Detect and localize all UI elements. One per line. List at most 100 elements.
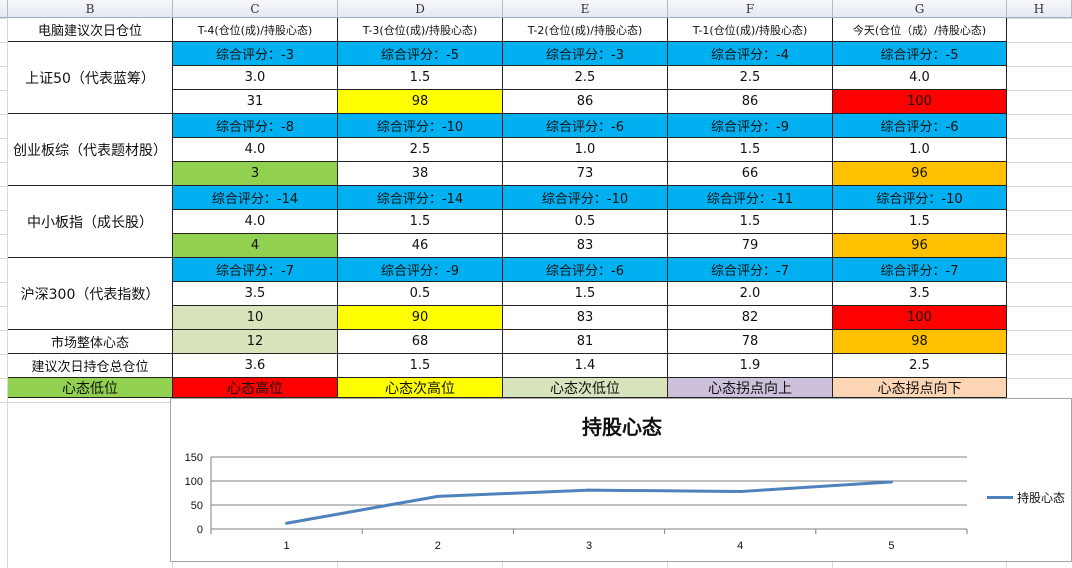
score-cell[interactable]: 综合评分：-7 [833, 258, 1007, 282]
mood-legend-cell[interactable]: 心态拐点向上 [668, 378, 833, 398]
total-position-cell[interactable]: 1.5 [338, 354, 503, 378]
mood-legend-cell[interactable]: 心态次低位 [503, 378, 668, 398]
market-label-cell[interactable]: 市场整体心态 [8, 330, 173, 354]
market-mood-cell[interactable]: 98 [833, 330, 1007, 354]
index-name-cell[interactable]: 上证50（代表蓝筹） [8, 42, 173, 114]
y-tick-label: 0 [197, 524, 203, 536]
mood-cell[interactable]: 3 [173, 162, 338, 186]
score-cell[interactable]: 综合评分：-10 [338, 114, 503, 138]
market-mood-cell[interactable]: 12 [173, 330, 338, 354]
score-cell[interactable]: 综合评分：-11 [668, 186, 833, 210]
y-tick-label: 100 [185, 476, 203, 488]
index-name-cell[interactable]: 沪深300（代表指数） [8, 258, 173, 330]
mood-cell[interactable]: 10 [173, 306, 338, 330]
column-header-g[interactable]: G [833, 0, 1007, 18]
header-day-cell[interactable]: T-3(仓位(成)/持股心态) [338, 18, 503, 42]
mood-cell[interactable]: 79 [668, 234, 833, 258]
position-cell[interactable]: 4.0 [833, 66, 1007, 90]
mood-cell[interactable]: 96 [833, 162, 1007, 186]
mood-cell[interactable]: 90 [338, 306, 503, 330]
score-cell[interactable]: 综合评分：-6 [833, 114, 1007, 138]
mood-chart[interactable]: 持股心态 0 50 100 150 1 2 3 4 5 持股心态 [170, 398, 1072, 562]
position-cell[interactable]: 0.5 [338, 282, 503, 306]
mood-cell[interactable]: 86 [668, 90, 833, 114]
header-label-cell[interactable]: 电脑建议次日仓位 [8, 18, 173, 42]
mood-cell[interactable]: 73 [503, 162, 668, 186]
position-cell[interactable]: 2.5 [338, 138, 503, 162]
position-cell[interactable]: 1.5 [503, 282, 668, 306]
mood-cell[interactable]: 66 [668, 162, 833, 186]
mood-legend-cell[interactable]: 心态高位 [173, 378, 338, 398]
x-tick-label: 4 [737, 540, 743, 552]
score-cell[interactable]: 综合评分：-5 [833, 42, 1007, 66]
position-cell[interactable]: 2.0 [668, 282, 833, 306]
mood-cell[interactable]: 38 [338, 162, 503, 186]
mood-cell[interactable]: 4 [173, 234, 338, 258]
mood-cell[interactable]: 82 [668, 306, 833, 330]
column-header-e[interactable]: E [503, 0, 668, 18]
position-cell[interactable]: 2.5 [668, 66, 833, 90]
score-cell[interactable]: 综合评分：-6 [503, 258, 668, 282]
header-day-cell[interactable]: T-1(仓位(成)/持股心态) [668, 18, 833, 42]
position-cell[interactable]: 4.0 [173, 210, 338, 234]
total-position-cell[interactable]: 1.4 [503, 354, 668, 378]
score-cell[interactable]: 综合评分：-3 [503, 42, 668, 66]
position-cell[interactable]: 3.5 [173, 282, 338, 306]
column-header-d[interactable]: D [338, 0, 503, 18]
mood-cell[interactable]: 83 [503, 306, 668, 330]
mood-cell[interactable]: 46 [338, 234, 503, 258]
total-position-cell[interactable]: 1.9 [668, 354, 833, 378]
mood-cell[interactable]: 31 [173, 90, 338, 114]
market-mood-cell[interactable]: 81 [503, 330, 668, 354]
score-cell[interactable]: 综合评分：-7 [173, 258, 338, 282]
score-cell[interactable]: 综合评分：-10 [833, 186, 1007, 210]
mood-cell[interactable]: 83 [503, 234, 668, 258]
mood-cell[interactable]: 100 [833, 306, 1007, 330]
position-cell[interactable]: 1.5 [668, 210, 833, 234]
mood-legend-cell[interactable]: 心态次高位 [338, 378, 503, 398]
score-cell[interactable]: 综合评分：-4 [668, 42, 833, 66]
score-cell[interactable]: 综合评分：-8 [173, 114, 338, 138]
score-cell[interactable]: 综合评分：-5 [338, 42, 503, 66]
position-cell[interactable]: 1.5 [668, 138, 833, 162]
score-cell[interactable]: 综合评分：-10 [503, 186, 668, 210]
column-header-h[interactable]: H [1007, 0, 1072, 18]
column-header-f[interactable]: F [668, 0, 833, 18]
mood-legend-cell[interactable]: 心态低位 [8, 378, 173, 398]
position-cell[interactable]: 1.5 [833, 210, 1007, 234]
header-day-cell[interactable]: T-4(仓位(成)/持股心态) [173, 18, 338, 42]
position-cell[interactable]: 2.5 [503, 66, 668, 90]
mood-cell[interactable]: 96 [833, 234, 1007, 258]
score-cell[interactable]: 综合评分：-9 [338, 258, 503, 282]
column-header-c[interactable]: C [173, 0, 338, 18]
position-cell[interactable]: 1.5 [338, 210, 503, 234]
market-mood-cell[interactable]: 68 [338, 330, 503, 354]
mood-legend-cell[interactable]: 心态拐点向下 [833, 378, 1007, 398]
score-cell[interactable]: 综合评分：-6 [503, 114, 668, 138]
mood-cell[interactable]: 98 [338, 90, 503, 114]
mood-cell[interactable]: 86 [503, 90, 668, 114]
header-day-cell[interactable]: T-2(仓位(成)/持股心态) [503, 18, 668, 42]
score-cell[interactable]: 综合评分：-9 [668, 114, 833, 138]
index-name-cell[interactable]: 中小板指（成长股） [8, 186, 173, 258]
position-cell[interactable]: 4.0 [173, 138, 338, 162]
position-cell[interactable]: 1.5 [338, 66, 503, 90]
total-label-cell[interactable]: 建议次日持仓总仓位 [8, 354, 173, 378]
x-tick-label: 5 [888, 540, 894, 552]
score-cell[interactable]: 综合评分：-3 [173, 42, 338, 66]
score-cell[interactable]: 综合评分：-14 [338, 186, 503, 210]
score-cell[interactable]: 综合评分：-7 [668, 258, 833, 282]
market-mood-cell[interactable]: 78 [668, 330, 833, 354]
position-cell[interactable]: 3.5 [833, 282, 1007, 306]
position-cell[interactable]: 3.0 [173, 66, 338, 90]
position-cell[interactable]: 1.0 [503, 138, 668, 162]
position-cell[interactable]: 0.5 [503, 210, 668, 234]
total-position-cell[interactable]: 2.5 [833, 354, 1007, 378]
position-cell[interactable]: 1.0 [833, 138, 1007, 162]
header-day-cell[interactable]: 今天(仓位（成）/持股心态) [833, 18, 1007, 42]
total-position-cell[interactable]: 3.6 [173, 354, 338, 378]
mood-cell[interactable]: 100 [833, 90, 1007, 114]
score-cell[interactable]: 综合评分：-14 [173, 186, 338, 210]
index-name-cell[interactable]: 创业板综（代表题材股） [8, 114, 173, 186]
column-header-b[interactable]: B [8, 0, 173, 18]
